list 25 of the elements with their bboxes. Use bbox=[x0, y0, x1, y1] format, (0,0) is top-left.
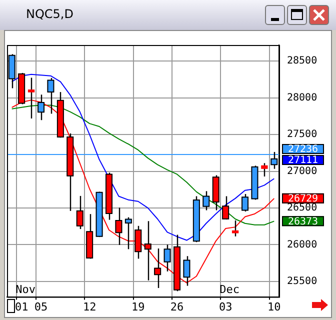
text: 26373 bbox=[288, 216, 318, 228]
y-tick-label: 27500 bbox=[287, 129, 318, 140]
x-tick-label: 12 bbox=[82, 300, 96, 314]
candlestick bbox=[232, 220, 239, 237]
x-tick-label: 26 bbox=[170, 300, 184, 314]
y-tick-label: 26000 bbox=[287, 239, 318, 250]
ref-line-label: 27236 bbox=[288, 144, 318, 156]
text: 26729 bbox=[288, 194, 318, 205]
annotation: Dec bbox=[220, 283, 240, 296]
x-tick-label: 19 bbox=[132, 300, 145, 314]
y-tick-label: 28000 bbox=[287, 92, 318, 104]
y-tick-label: 28500 bbox=[287, 56, 318, 67]
candlestick bbox=[261, 162, 268, 178]
x-tick-label: 01 bbox=[14, 300, 28, 314]
x-tick-label: 03 bbox=[218, 300, 232, 314]
candlestick bbox=[242, 193, 248, 212]
y-tick-label: 25500 bbox=[287, 276, 318, 287]
x-tick-label: 10 bbox=[268, 300, 281, 314]
y-tick-label: 26500 bbox=[287, 202, 318, 214]
chart-title: NQC5,D bbox=[26, 7, 74, 21]
candlestick bbox=[164, 244, 171, 272]
annotation: Nov bbox=[16, 283, 36, 296]
y-tick-label: 27000 bbox=[287, 166, 318, 177]
x-tick-label: 05 bbox=[34, 300, 48, 314]
text: 27111 bbox=[288, 155, 318, 166]
